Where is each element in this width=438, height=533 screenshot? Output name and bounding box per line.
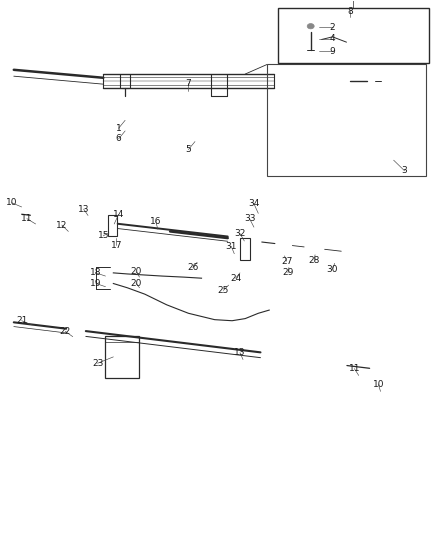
Bar — [278, 7, 428, 63]
Text: 16: 16 — [150, 217, 162, 226]
Bar — [105, 336, 139, 378]
Text: 23: 23 — [92, 359, 103, 368]
Text: 11: 11 — [21, 214, 33, 223]
Text: 22: 22 — [60, 327, 71, 336]
Text: 12: 12 — [56, 221, 67, 230]
Bar — [240, 238, 250, 260]
Text: 13: 13 — [234, 348, 246, 357]
Text: 5: 5 — [186, 145, 191, 154]
Text: 7: 7 — [186, 78, 191, 87]
Text: 29: 29 — [283, 269, 293, 277]
Text: 17: 17 — [111, 241, 122, 250]
Text: 20: 20 — [131, 279, 142, 288]
Bar — [108, 215, 117, 237]
Text: 30: 30 — [327, 265, 338, 273]
Text: 14: 14 — [113, 210, 124, 219]
Text: 33: 33 — [244, 214, 255, 223]
Text: 20: 20 — [131, 268, 142, 276]
Text: 8: 8 — [347, 7, 353, 16]
Text: 25: 25 — [218, 286, 229, 295]
Ellipse shape — [307, 23, 314, 29]
Text: 1: 1 — [116, 124, 121, 133]
Text: 31: 31 — [226, 242, 237, 251]
Text: 18: 18 — [90, 269, 102, 277]
Text: 27: 27 — [281, 257, 292, 265]
Text: 6: 6 — [116, 134, 121, 143]
Text: 28: 28 — [308, 256, 320, 264]
Text: 9: 9 — [330, 47, 336, 55]
Bar — [267, 64, 426, 176]
Text: 24: 24 — [230, 273, 241, 282]
Text: 34: 34 — [248, 199, 260, 208]
Text: 4: 4 — [330, 35, 336, 44]
Text: 10: 10 — [6, 198, 18, 207]
Text: 11: 11 — [349, 364, 360, 373]
Text: 3: 3 — [402, 166, 407, 175]
Text: 19: 19 — [90, 279, 102, 288]
Text: 26: 26 — [187, 263, 198, 272]
Text: 2: 2 — [330, 23, 336, 32]
Text: 21: 21 — [16, 316, 27, 325]
Text: 15: 15 — [98, 231, 109, 240]
Text: 10: 10 — [373, 380, 384, 389]
Text: 13: 13 — [78, 205, 89, 214]
Text: 32: 32 — [234, 229, 246, 238]
